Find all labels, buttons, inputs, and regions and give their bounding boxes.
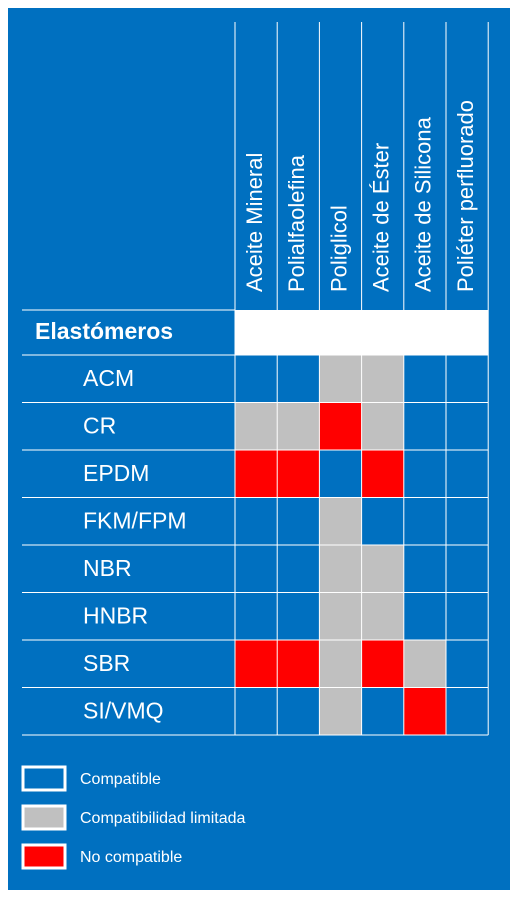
cell <box>235 497 278 545</box>
cell <box>277 640 320 688</box>
cell <box>403 545 446 593</box>
cell <box>361 687 404 735</box>
cell <box>446 592 489 640</box>
cell <box>319 592 362 640</box>
corner-label: Elastómeros <box>35 318 173 344</box>
cell <box>277 355 320 403</box>
cell <box>235 402 278 450</box>
cell <box>361 592 404 640</box>
cell <box>446 355 489 403</box>
cell <box>277 402 320 450</box>
cell <box>446 687 489 735</box>
cell <box>361 640 404 688</box>
column-header: Aceite de Éster <box>369 143 394 292</box>
cell <box>403 355 446 403</box>
column-header: Poliéter perfluorado <box>453 100 478 292</box>
cell <box>403 402 446 450</box>
cell <box>235 640 278 688</box>
column-header: Aceite Mineral <box>242 153 267 292</box>
legend-swatch <box>21 804 67 831</box>
cell <box>403 687 446 735</box>
row-label: CR <box>83 412 116 438</box>
legend-label: Compatible <box>80 771 161 788</box>
column-header: Aceite de Silicona <box>411 116 436 292</box>
cell <box>403 450 446 498</box>
cell <box>361 402 404 450</box>
cell <box>235 687 278 735</box>
cell <box>446 640 489 688</box>
cell <box>235 545 278 593</box>
cell <box>319 497 362 545</box>
cell <box>319 687 362 735</box>
legend-label: Compatibilidad limitada <box>80 810 246 827</box>
cell <box>235 592 278 640</box>
cell <box>235 355 278 403</box>
row-label: FKM/FPM <box>83 507 187 533</box>
cell <box>361 497 404 545</box>
row-label: SI/VMQ <box>83 697 164 723</box>
cell <box>403 592 446 640</box>
cell <box>235 450 278 498</box>
cell <box>319 355 362 403</box>
column-header: Polialfaolefina <box>284 154 309 292</box>
cell <box>403 640 446 688</box>
cell <box>277 687 320 735</box>
cell <box>277 592 320 640</box>
legend-label: No compatible <box>80 849 182 866</box>
cell <box>319 450 362 498</box>
cell <box>446 545 489 593</box>
cell <box>277 545 320 593</box>
row-label: SBR <box>83 650 130 676</box>
cell <box>446 450 489 498</box>
column-header: Poliglicol <box>326 205 351 292</box>
cell <box>319 640 362 688</box>
cell <box>361 545 404 593</box>
cell <box>319 545 362 593</box>
cell <box>277 497 320 545</box>
cell <box>361 450 404 498</box>
cell <box>277 450 320 498</box>
row-label: EPDM <box>83 460 149 486</box>
legend-swatch <box>21 765 67 792</box>
row-label: ACM <box>83 365 134 391</box>
row-label: HNBR <box>83 602 148 628</box>
cell <box>319 402 362 450</box>
row-label: NBR <box>83 555 132 581</box>
cell <box>403 497 446 545</box>
cell <box>446 402 489 450</box>
legend-swatch <box>21 843 67 870</box>
cell <box>361 355 404 403</box>
cell <box>446 497 489 545</box>
